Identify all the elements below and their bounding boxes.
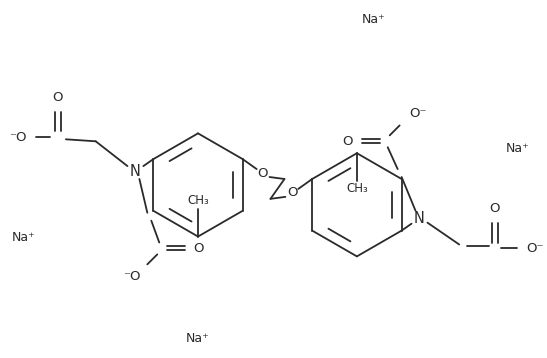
Text: O: O — [343, 135, 353, 148]
Text: Na⁺: Na⁺ — [362, 13, 386, 26]
Text: ⁻O: ⁻O — [123, 270, 140, 283]
Text: O⁻: O⁻ — [409, 107, 426, 120]
Text: Na⁺: Na⁺ — [11, 231, 35, 244]
Text: O⁻: O⁻ — [526, 242, 543, 255]
Text: ⁻O: ⁻O — [9, 131, 27, 144]
Text: Na⁺: Na⁺ — [186, 332, 210, 345]
Text: O: O — [53, 91, 63, 104]
Text: N: N — [130, 164, 141, 179]
Text: Na⁺: Na⁺ — [506, 142, 529, 155]
Text: CH₃: CH₃ — [346, 183, 368, 195]
Text: CH₃: CH₃ — [187, 194, 209, 207]
Text: O: O — [287, 187, 298, 199]
Text: O: O — [257, 166, 268, 180]
Text: O: O — [490, 202, 500, 215]
Text: N: N — [414, 211, 425, 226]
Text: O: O — [194, 242, 204, 255]
